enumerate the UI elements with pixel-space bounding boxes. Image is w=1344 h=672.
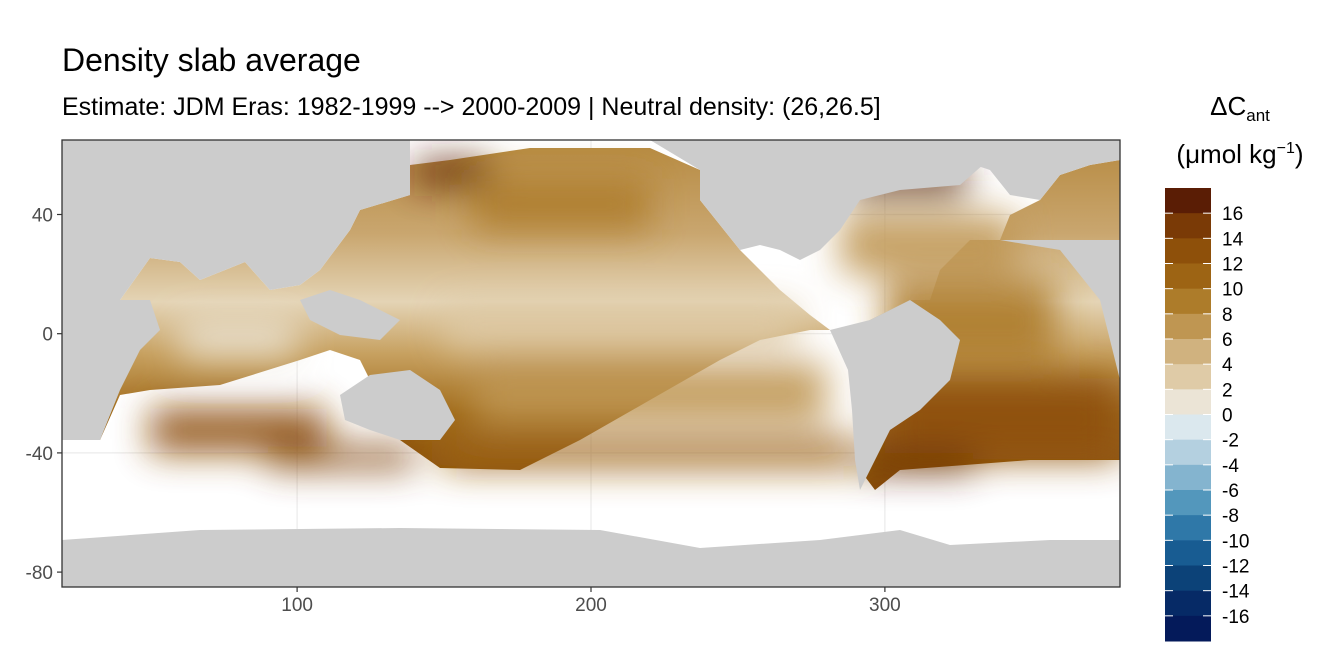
legend-swatch: [1165, 565, 1211, 592]
legend-swatch: [1165, 590, 1211, 617]
field-region-north-pacific-north: [473, 178, 650, 230]
field-region-equatorial-pacific: [444, 303, 797, 349]
land-africa-east: [62, 300, 160, 440]
y-tick-label: 0: [42, 325, 53, 346]
legend-swatch: [1165, 339, 1211, 365]
land-africa-west: [1000, 240, 1120, 380]
legend-swatch: [1165, 238, 1211, 264]
legend-label: 16: [1222, 204, 1243, 225]
legend-label: 10: [1222, 280, 1243, 301]
land-greenland: [900, 140, 1120, 200]
legend-label: -4: [1222, 456, 1239, 477]
x-axis: 100 200 300: [281, 587, 901, 616]
field-region-kamchatka-okhotsk: [414, 160, 489, 185]
legend-label: -8: [1222, 506, 1239, 527]
land-antarctica: [62, 528, 1120, 587]
legend-label: -14: [1222, 582, 1250, 603]
legend-swatch: [1165, 263, 1211, 290]
legend-unit: (μmol kg−1): [1176, 139, 1303, 169]
legend-swatch: [1165, 540, 1211, 566]
land-eurasia: [62, 140, 410, 300]
field-region-south-indian-southern-edge: [267, 446, 415, 468]
legend-swatch: [1165, 615, 1211, 642]
legend-label: 14: [1222, 229, 1244, 250]
land-north-america: [650, 140, 1000, 260]
legend-title-main: ΔC: [1210, 91, 1246, 121]
x-tick-label: 300: [869, 595, 901, 616]
legend-label: -10: [1222, 531, 1249, 552]
legend-swatch: [1165, 464, 1211, 491]
page-subtitle: Estimate: JDM Eras: 1982-1999 --> 2000-2…: [62, 93, 881, 121]
legend-label: 8: [1222, 305, 1233, 326]
field-region-south-atlantic-southern-edge: [861, 452, 974, 471]
y-tick-label: -40: [26, 444, 53, 465]
legend-label: 6: [1222, 330, 1233, 351]
legend-unit-open: (μmol kg: [1176, 139, 1276, 169]
legend-label: -16: [1222, 607, 1249, 628]
legend-labels: 16 14 12 10 8 6 4 2 0 -2 -4 -6 -8 -10 -12 -14 -16: [1165, 204, 1250, 628]
map-panel: [62, 140, 1120, 587]
land-maritime-continent: [300, 290, 400, 340]
y-tick-label: 40: [32, 206, 53, 227]
field-region-south-pacific-southern-belt: [444, 438, 856, 468]
legend-colorbar: [1165, 188, 1211, 642]
legend-label: -12: [1222, 557, 1249, 578]
legend-label: -2: [1222, 431, 1239, 452]
legend-unit-close: ): [1295, 139, 1304, 169]
legend-swatch: [1165, 364, 1211, 390]
x-tick-label: 100: [281, 595, 313, 616]
y-tick-label: -80: [26, 563, 53, 584]
legend-label: 4: [1222, 355, 1233, 376]
land-mask: [62, 140, 1120, 587]
legend-swatch: [1165, 439, 1211, 466]
field-region-south-indian: [150, 408, 327, 453]
legend-swatch: [1165, 288, 1211, 315]
field-region-south-pacific: [473, 363, 827, 424]
land-south-america: [830, 300, 960, 490]
legend-label: 2: [1222, 380, 1233, 401]
legend-title-sub: ant: [1246, 106, 1270, 125]
land-australia: [340, 370, 455, 440]
legend-unit-sup: −1: [1277, 140, 1295, 157]
legend-swatch: [1165, 490, 1211, 516]
legend-swatch: [1165, 414, 1211, 441]
legend-swatch: [1165, 389, 1211, 415]
x-tick-label: 200: [575, 595, 607, 616]
legend-swatch: [1165, 515, 1211, 541]
page-title: Density slab average: [62, 42, 361, 78]
legend-label: 0: [1222, 406, 1233, 427]
legend-swatch: [1165, 213, 1211, 239]
field-region-north-atlantic-subtropical: [840, 214, 1018, 275]
y-axis: 40 0 -40 -80: [26, 206, 62, 584]
legend-label: 12: [1222, 255, 1243, 276]
legend-swatch: [1165, 313, 1211, 340]
legend: ΔCant (μmol kg−1) 16 14 12 10 8 6 4 2 0 -2 -4 -6 -8 -…: [1165, 91, 1304, 642]
legend-swatch: [1165, 188, 1211, 214]
field-region-equatorial-indian: [179, 318, 298, 358]
legend-title: ΔCant: [1210, 91, 1270, 125]
legend-label: -6: [1222, 481, 1239, 502]
